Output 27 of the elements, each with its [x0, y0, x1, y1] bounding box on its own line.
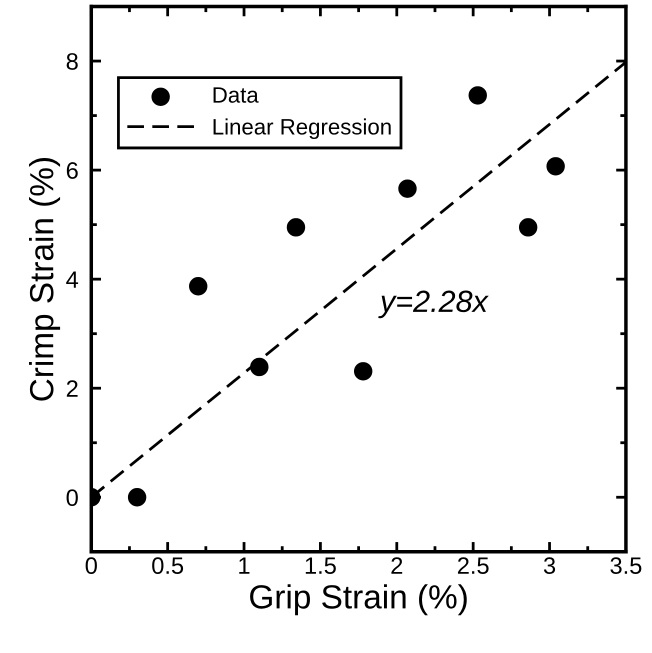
- y-tick-label: 4: [66, 271, 78, 288]
- x-tick-label: 0: [86, 557, 97, 574]
- y-tick-label: 0: [66, 489, 78, 506]
- x-tick-label: 1: [239, 558, 250, 574]
- annotation: y=2.28x: [378, 290, 489, 318]
- point: [128, 488, 146, 506]
- point: [250, 358, 269, 376]
- x-tick-label: 2.5: [458, 557, 489, 574]
- point: [286, 218, 306, 237]
- y-axis-title: Crimp Strain (%): [29, 158, 60, 401]
- point: [518, 218, 538, 237]
- y-tick-label: 6: [66, 162, 78, 179]
- x-tick-label: 3: [544, 557, 556, 574]
- x-axis-title: Grip Strain (%): [250, 584, 467, 616]
- point: [546, 157, 565, 176]
- legend-label: Linear Regression: [214, 118, 391, 140]
- point: [468, 86, 487, 105]
- x-tick-label: 2: [391, 557, 402, 574]
- legend-label: Data: [214, 87, 259, 103]
- y-tick-label: 8: [66, 53, 78, 70]
- point: [189, 277, 208, 296]
- point: [354, 362, 372, 381]
- x-tick-label: 1.5: [306, 558, 336, 574]
- y-tick-label: 2: [66, 380, 78, 397]
- x-tick-label: 3.5: [610, 557, 642, 574]
- point: [398, 179, 417, 198]
- x-tick-label: 0.5: [152, 557, 184, 574]
